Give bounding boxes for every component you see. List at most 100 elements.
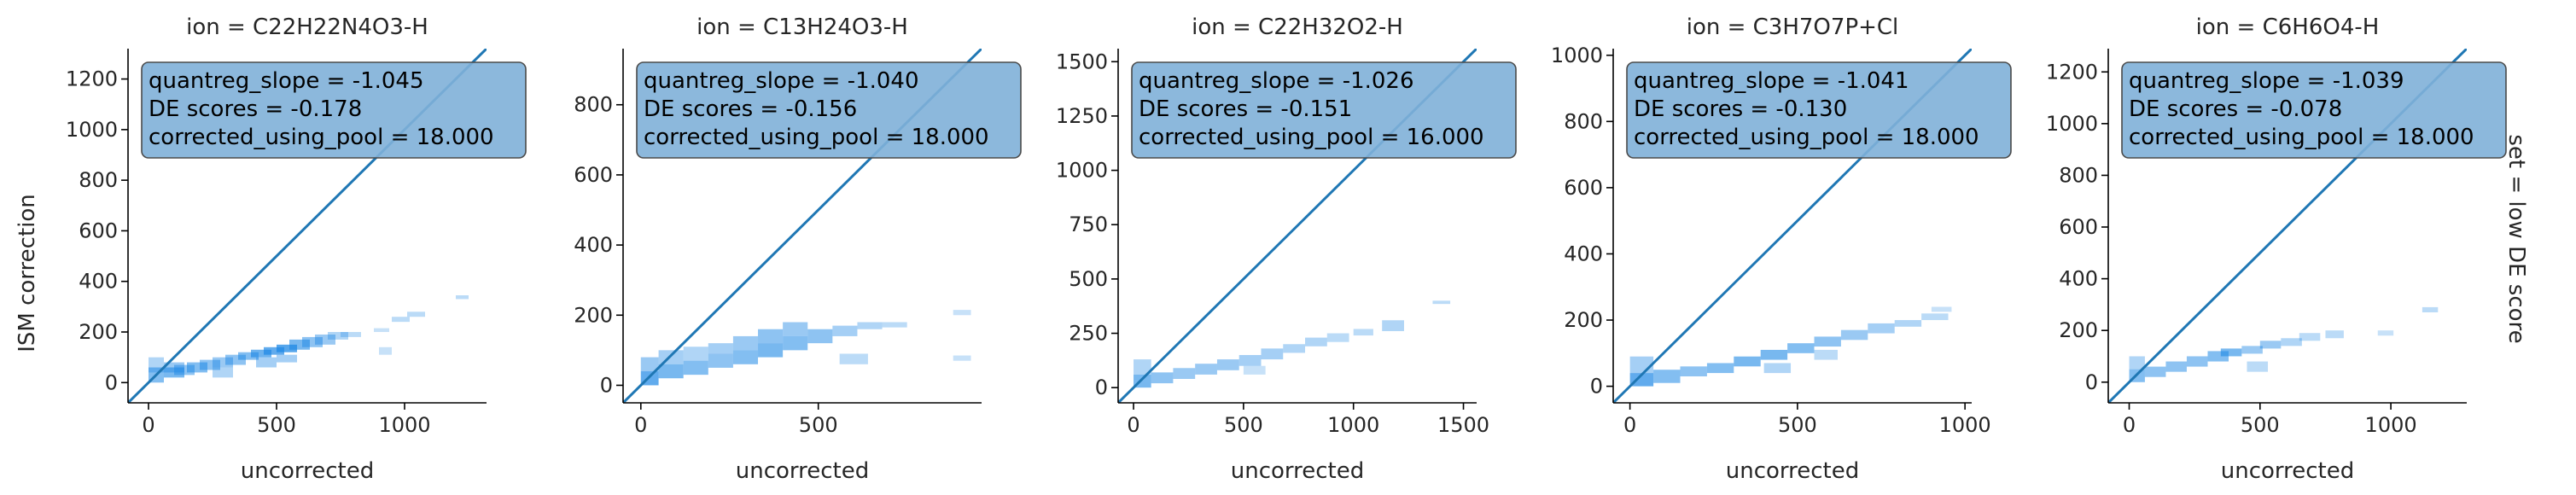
y-tick-label: 400 [2059,267,2098,291]
y-axis-label: ISM correction [15,194,40,352]
x-tick-label: 0 [634,413,647,437]
facet-panel-2: 0 200 400 600 800 0 500 ion = C13H24O3-H uncorre… [574,15,1022,484]
hist-bin [2220,348,2242,357]
x-tick-label: 0 [142,413,154,437]
stats-box [636,61,1022,159]
stats-line: corrected_using_pool = 18.000 [1634,125,1979,150]
x-tick-label: 0 [1623,413,1636,437]
x-tick-label: 0 [1127,413,1139,437]
stats-line: DE scores = -0.130 [1634,96,1847,122]
hist-bin [832,325,858,336]
stats-box [1626,61,2012,159]
stats-line: DE scores = -0.151 [1139,96,1352,122]
facet-panel-5: 0 200 400 600 800 1000 1200 0 500 1000 ion = C6H6O… [2046,15,2507,484]
hist-bin [264,346,284,355]
hist-bin [1151,372,1174,384]
y-tick-label: 1500 [1056,50,1108,73]
y-tick-label: 500 [1069,267,1108,291]
x-tick-label: 1000 [2365,413,2417,437]
y-tick-label: 600 [79,218,118,242]
hist-bin [1629,356,1654,374]
x-tick-label: 500 [799,413,838,437]
x-tick-label: 500 [257,413,296,437]
hist-bin [758,329,784,344]
panel-title: ion = C6H6O4-H [2196,15,2380,40]
y-tick-label: 1200 [2046,60,2098,84]
hist-bin [1238,354,1262,366]
facet-panel-4: 0 200 400 600 800 1000 0 500 1000 ion = C3H7O7P+C… [1551,15,2012,484]
hist-bin [407,312,425,317]
hist-bin [174,364,195,376]
x-tick-label: 500 [1778,413,1817,437]
y-tick-label: 800 [574,93,613,117]
y-tick-label: 0 [1590,375,1603,399]
hist-bin [149,357,164,373]
stats-line: corrected_using_pool = 16.000 [1139,125,1484,150]
hist-bin [256,357,277,368]
hist-bin [1195,364,1217,375]
hist-bin [783,322,808,336]
x-tick-label: 1000 [1327,413,1379,437]
hist-bin [1629,373,1654,387]
hist-bin [2241,346,2263,354]
y-tick-label: 1000 [1551,44,1603,67]
hist-bin [1760,349,1788,360]
hist-bin [2259,341,2282,349]
x-tick-label: 1000 [1939,413,1991,437]
hist-bin [1734,356,1761,367]
y-tick-label: 400 [79,270,118,294]
y-tick-label: 600 [2059,215,2098,239]
hist-bin [708,353,733,368]
hist-bin [2422,306,2439,312]
hist-bin [1921,313,1949,321]
y-tick-label: 1200 [66,67,118,91]
y-tick-label: 200 [79,320,118,344]
hist-bin [1432,300,1451,305]
hist-bin [1814,349,1838,360]
y-tick-label: 200 [2059,318,2098,342]
hist-bin [277,354,297,363]
y-tick-label: 1000 [2046,112,2098,136]
hist-bin [2299,333,2321,341]
hist-bin [1326,333,1349,342]
hist-bin [1787,343,1815,353]
hist-bin [302,336,323,347]
stats-line: DE scores = -0.156 [644,96,857,122]
x-tick-label: 1000 [378,413,430,437]
stats-box [141,61,527,159]
stats-line: corrected_using_pool = 18.000 [2129,125,2474,150]
stats-line: DE scores = -0.078 [2129,96,2342,122]
row-label: set = low DE score [2503,134,2529,343]
hist-bin [2377,330,2394,336]
hist-bin [2165,361,2187,372]
hist-bin [732,335,759,351]
x-tick-label: 1500 [1437,413,1489,437]
panel-title: ion = C22H22N4O3-H [186,15,428,40]
hist-bin [1763,363,1792,374]
hist-bin [2144,366,2166,377]
x-tick-label: 0 [2123,413,2136,437]
hist-bin [200,359,220,370]
hist-bin [2247,361,2269,372]
hist-bin [1243,365,1266,375]
stats-line: corrected_using_pool = 18.000 [644,125,989,150]
y-tick-label: 0 [1095,376,1108,399]
hist-bin [953,355,971,361]
hist-bin [251,349,271,358]
hist-bin [1305,337,1327,346]
hist-bin [2325,330,2344,339]
hist-bin [187,362,207,373]
hist-bin [807,329,833,344]
y-tick-label: 0 [105,370,118,394]
hist-bin [328,332,348,340]
hist-bin [1382,320,1404,331]
x-tick-label: 500 [1224,413,1263,437]
hist-bin [882,322,907,328]
x-axis-label: uncorrected [2221,458,2355,484]
stats-box [1131,61,1517,159]
hist-bin [708,343,733,354]
hist-bin [213,357,233,368]
y-tick-label: 800 [2059,163,2098,187]
hist-bin [1173,368,1196,379]
